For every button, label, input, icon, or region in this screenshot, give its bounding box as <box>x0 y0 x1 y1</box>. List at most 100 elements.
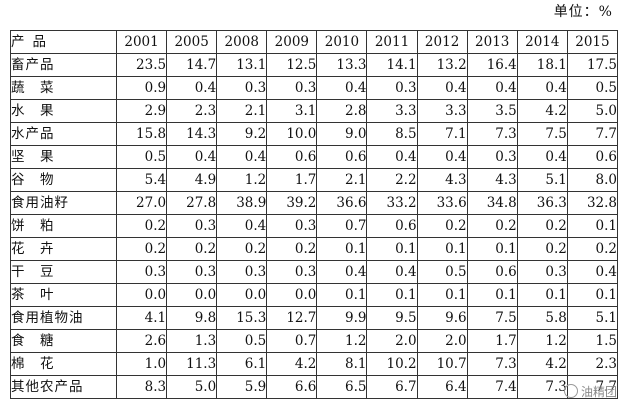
value-cell: 1.2 <box>216 168 268 192</box>
value-cell: 13.3 <box>316 53 368 77</box>
value-cell: 0.4 <box>166 76 218 100</box>
value-cell: 27.8 <box>166 191 218 215</box>
year-header: 2001 <box>115 30 168 54</box>
product-cell: 其他农产品 <box>10 375 117 399</box>
value-cell: 11.3 <box>166 352 218 376</box>
value-cell: 0.2 <box>115 237 168 261</box>
value-cell: 17.5 <box>566 53 619 77</box>
value-cell: 0.4 <box>516 145 568 169</box>
table-row: 坚 果 0.5 0.4 0.4 0.6 0.6 0.4 0.4 0.3 0.4 0.6 <box>10 145 619 169</box>
value-cell: 5.1 <box>566 306 619 330</box>
value-cell: 2.0 <box>416 329 468 353</box>
value-cell: 1.3 <box>166 329 218 353</box>
value-cell: 5.0 <box>566 99 619 123</box>
value-cell: 23.5 <box>115 53 168 77</box>
value-cell: 3.1 <box>266 99 318 123</box>
value-cell: 6.1 <box>216 352 268 376</box>
header-row: 产品 2001 2005 2008 2009 2010 2011 2012 2013 2014 2… <box>10 30 619 54</box>
value-cell: 3.3 <box>366 99 418 123</box>
table-row: 茶 叶 0.0 0.0 0.0 0.0 0.1 0.1 0.1 0.1 0.1 0.1 <box>10 283 619 307</box>
value-cell: 0.4 <box>166 145 218 169</box>
value-cell: 0.4 <box>566 260 619 284</box>
table-row: 饼 粕 0.2 0.3 0.4 0.3 0.7 0.6 0.2 0.2 0.2 0.1 <box>10 214 619 238</box>
value-cell: 0.3 <box>266 214 318 238</box>
value-cell: 0.1 <box>416 283 468 307</box>
value-cell: 0.3 <box>216 76 268 100</box>
table-row: 水产品 15.8 14.3 9.2 10.0 9.0 8.5 7.1 7.3 7.5 7.7 <box>10 122 619 146</box>
value-cell: 10.0 <box>266 122 318 146</box>
value-cell: 2.8 <box>316 99 368 123</box>
value-cell: 7.3 <box>466 122 518 146</box>
value-cell: 13.2 <box>416 53 468 77</box>
value-cell: 0.4 <box>516 76 568 100</box>
value-cell: 2.3 <box>166 99 218 123</box>
table-row: 其他农产品 8.3 5.0 5.9 6.6 6.5 6.7 6.4 7.4 7.3 7.7 <box>10 375 619 399</box>
value-cell: 5.4 <box>115 168 168 192</box>
value-cell: 7.7 <box>566 122 619 146</box>
year-header: 2012 <box>416 30 468 54</box>
value-cell: 3.5 <box>466 99 518 123</box>
value-cell: 0.4 <box>216 145 268 169</box>
value-cell: 16.4 <box>466 53 518 77</box>
value-cell: 27.0 <box>115 191 168 215</box>
value-cell: 0.4 <box>366 145 418 169</box>
value-cell: 2.6 <box>115 329 168 353</box>
value-cell: 2.2 <box>366 168 418 192</box>
value-cell: 0.7 <box>316 214 368 238</box>
value-cell: 5.8 <box>516 306 568 330</box>
value-cell: 0.1 <box>566 214 619 238</box>
product-cell: 饼 粕 <box>10 214 117 238</box>
value-cell: 15.8 <box>115 122 168 146</box>
value-cell: 7.4 <box>466 375 518 399</box>
value-cell: 6.4 <box>416 375 468 399</box>
year-header: 2014 <box>516 30 568 54</box>
value-cell: 1.5 <box>566 329 619 353</box>
value-cell: 10.2 <box>366 352 418 376</box>
value-cell: 9.5 <box>366 306 418 330</box>
value-cell: 38.9 <box>216 191 268 215</box>
product-cell: 茶 叶 <box>10 283 117 307</box>
value-cell: 1.2 <box>516 329 568 353</box>
value-cell: 2.1 <box>216 99 268 123</box>
wechat-icon <box>563 384 578 398</box>
value-cell: 0.2 <box>216 237 268 261</box>
product-cell: 棉 花 <box>10 352 117 376</box>
value-cell: 5.1 <box>516 168 568 192</box>
import-share-table: 产品 2001 2005 2008 2009 2010 2011 2012 2013 2014 2… <box>10 30 619 399</box>
value-cell: 33.2 <box>366 191 418 215</box>
value-cell: 7.5 <box>516 122 568 146</box>
value-cell: 14.7 <box>166 53 218 77</box>
value-cell: 0.4 <box>366 260 418 284</box>
value-cell: 0.3 <box>516 260 568 284</box>
table-row: 谷 物 5.4 4.9 1.2 1.7 2.1 2.2 4.3 4.3 5.1 8.0 <box>10 168 619 192</box>
value-cell: 10.7 <box>416 352 468 376</box>
value-cell: 4.3 <box>416 168 468 192</box>
unit-label: 单位：% <box>553 4 613 20</box>
year-header: 2010 <box>316 30 368 54</box>
value-cell: 0.1 <box>516 283 568 307</box>
value-cell: 0.3 <box>266 76 318 100</box>
table-row: 花 卉 0.2 0.2 0.2 0.2 0.1 0.1 0.1 0.1 0.2 0.2 <box>10 237 619 261</box>
value-cell: 0.2 <box>266 237 318 261</box>
value-cell: 0.1 <box>466 237 518 261</box>
value-cell: 12.5 <box>266 53 318 77</box>
value-cell: 1.2 <box>316 329 368 353</box>
value-cell: 5.0 <box>166 375 218 399</box>
product-cell: 蔬 菜 <box>10 76 117 100</box>
table-row: 棉 花 1.0 11.3 6.1 4.2 8.1 10.2 10.7 7.3 4.2 2.3 <box>10 352 619 376</box>
value-cell: 0.6 <box>316 145 368 169</box>
value-cell: 8.3 <box>115 375 168 399</box>
value-cell: 8.5 <box>366 122 418 146</box>
value-cell: 0.0 <box>216 283 268 307</box>
value-cell: 15.3 <box>216 306 268 330</box>
value-cell: 0.0 <box>266 283 318 307</box>
product-cell: 干 豆 <box>10 260 117 284</box>
table-row: 干 豆 0.3 0.3 0.3 0.3 0.4 0.4 0.5 0.6 0.3 0.4 <box>10 260 619 284</box>
table-row: 畜产品 23.5 14.7 13.1 12.5 13.3 14.1 13.2 16.4 18.1 1… <box>10 53 619 77</box>
value-cell: 0.3 <box>216 260 268 284</box>
value-cell: 3.3 <box>416 99 468 123</box>
product-cell: 食 糖 <box>10 329 117 353</box>
watermark: 油精团 <box>563 383 617 400</box>
value-cell: 0.1 <box>316 283 368 307</box>
value-cell: 0.2 <box>115 214 168 238</box>
